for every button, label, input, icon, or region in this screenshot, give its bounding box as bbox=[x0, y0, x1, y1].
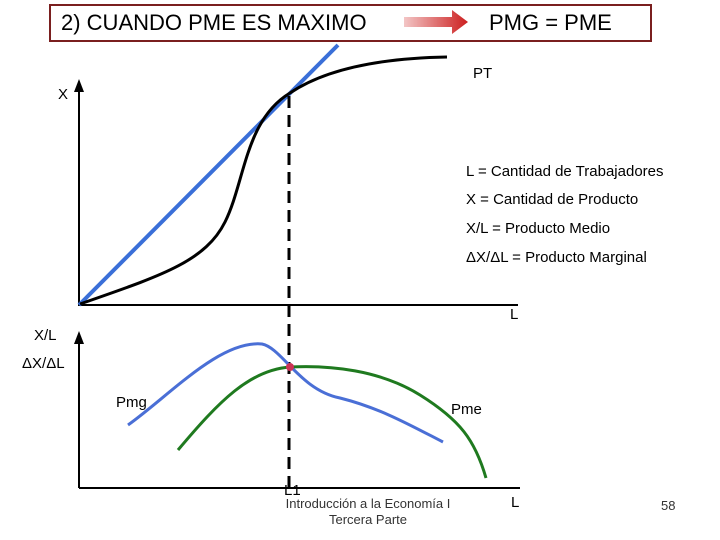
title-right-text: PMG = PME bbox=[489, 10, 612, 35]
pt-curve-label: PT bbox=[473, 65, 493, 82]
pme-curve bbox=[176, 365, 488, 479]
bottom-x-axis-label: L bbox=[511, 494, 520, 511]
title-arrow-icon bbox=[404, 10, 468, 34]
page-number: 58 bbox=[661, 498, 676, 513]
legend-item-x: X = Cantidad de Producto bbox=[466, 191, 639, 208]
l1-marker-label: L1 bbox=[284, 482, 301, 499]
title-box bbox=[49, 4, 652, 42]
footer-course: Introducción a la Economía I bbox=[285, 496, 451, 511]
pme-curve-label: Pme bbox=[451, 401, 482, 418]
pmg-curve-label: Pmg bbox=[116, 394, 147, 411]
bottom-y-axis-label-marginal: ΔX/ΔL bbox=[22, 355, 65, 372]
top-y-axis-arrow-icon bbox=[74, 79, 84, 92]
top-x-axis-label: L bbox=[510, 306, 519, 323]
pmg-curve bbox=[127, 342, 444, 444]
top-y-axis-label: X bbox=[58, 86, 69, 103]
bottom-y-axis-arrow-icon bbox=[74, 331, 84, 344]
legend-item-l: L = Cantidad de Trabajadores bbox=[466, 163, 664, 180]
title-left-text: 2) CUANDO PME ES MAXIMO bbox=[61, 10, 367, 35]
pt-curve bbox=[79, 55, 448, 306]
bottom-y-axis-label-average: X/L bbox=[34, 327, 57, 344]
legend-item-xl: X/L = Producto Medio bbox=[466, 220, 611, 237]
slide-footer: Introducción a la Economía I Tercera Par… bbox=[268, 496, 468, 528]
footer-section: Tercera Parte bbox=[328, 512, 408, 527]
intersection-point bbox=[286, 363, 294, 371]
tangent-line bbox=[77, 43, 340, 307]
legend-item-dxdl: ΔX/ΔL = Producto Marginal bbox=[466, 249, 647, 266]
